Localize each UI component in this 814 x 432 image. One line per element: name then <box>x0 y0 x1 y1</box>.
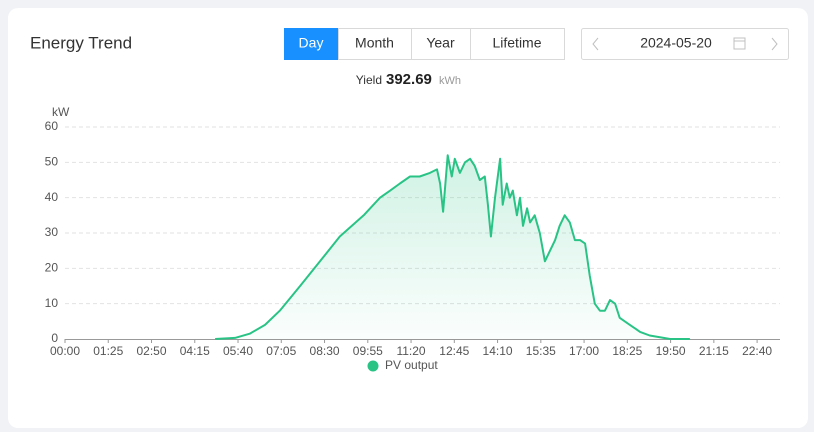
tab-label[interactable]: Year <box>426 35 455 51</box>
tab-button[interactable] <box>338 28 412 60</box>
x-tick-label: 22:40 <box>742 344 772 358</box>
x-tick-label: 08:30 <box>310 344 340 358</box>
y-tick-label: 60 <box>45 119 59 133</box>
date-picker[interactable] <box>581 28 789 60</box>
x-tick-label: 11:20 <box>396 344 425 358</box>
y-tick-label: 20 <box>45 261 59 275</box>
yield-value: 392.69 <box>386 71 432 88</box>
legend-label[interactable]: PV output <box>385 358 438 372</box>
yield-label: Yield <box>356 73 382 87</box>
y-tick-label: 40 <box>45 190 59 204</box>
x-tick-label: 17:00 <box>569 344 599 358</box>
x-tick-label: 04:15 <box>180 344 210 358</box>
y-axis-label: kW <box>52 105 70 119</box>
x-tick-label: 02:50 <box>136 344 166 358</box>
tab-label[interactable]: Lifetime <box>492 35 541 51</box>
y-tick-label: 50 <box>45 155 59 169</box>
x-tick-label: 19:50 <box>656 344 686 358</box>
x-tick-label: 21:15 <box>699 344 729 358</box>
plot: 0 10 20 30 40 50 60 00:00 01:25 02:50 04:15 05:40 07… <box>45 119 780 372</box>
x-tick-label: 14:10 <box>483 344 513 358</box>
y-tick-label: 30 <box>45 225 59 239</box>
widget-title: Energy Trend <box>30 33 132 52</box>
x-tick-label: 09:55 <box>353 344 383 358</box>
series-line <box>215 154 690 340</box>
x-tick-label: 00:00 <box>50 344 80 358</box>
tab-button[interactable] <box>470 28 565 60</box>
yield-unit: kWh <box>439 75 461 87</box>
x-tick-label: 01:25 <box>93 344 123 358</box>
x-tick-label: 18:25 <box>612 344 642 358</box>
tab-label[interactable]: Day <box>299 35 324 51</box>
x-tick-label: 07:05 <box>266 344 296 358</box>
next-arrow[interactable] <box>771 37 778 51</box>
x-tick-label: 15:35 <box>526 344 556 358</box>
prev-arrow[interactable] <box>592 37 599 51</box>
legend-marker[interactable] <box>367 360 379 372</box>
area-fill <box>215 155 690 339</box>
y-tick-label: 0 <box>51 331 58 345</box>
calendar-icon[interactable] <box>733 37 746 50</box>
y-tick-label: 10 <box>45 296 59 310</box>
x-tick-label: 12:45 <box>439 344 469 358</box>
x-tick-label: 05:40 <box>223 344 253 358</box>
tab-label[interactable]: Month <box>355 35 394 51</box>
date-value: 2024-05-20 <box>640 35 712 51</box>
tab-group: Day Month Year Lifetime <box>284 28 565 60</box>
